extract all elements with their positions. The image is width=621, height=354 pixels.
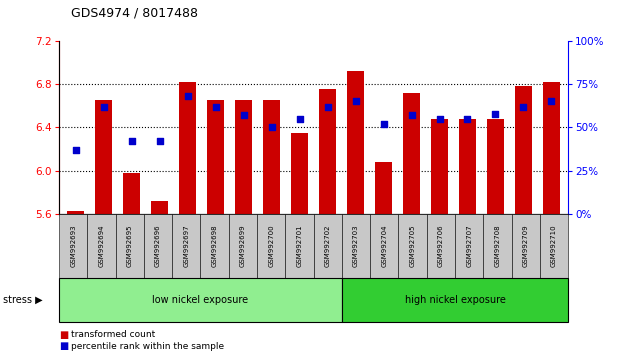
Text: GSM992700: GSM992700: [268, 225, 274, 267]
Text: percentile rank within the sample: percentile rank within the sample: [71, 342, 225, 351]
Point: [407, 113, 417, 118]
Bar: [487, 119, 504, 214]
Bar: [152, 201, 168, 214]
Text: stress ▶: stress ▶: [3, 295, 43, 305]
Point: [519, 104, 528, 109]
Text: GSM992702: GSM992702: [325, 225, 331, 267]
Bar: [375, 162, 392, 214]
Text: ■: ■: [59, 330, 68, 339]
Bar: [68, 211, 84, 214]
Point: [323, 104, 333, 109]
Text: GSM992693: GSM992693: [70, 225, 76, 267]
Text: high nickel exposure: high nickel exposure: [405, 295, 505, 305]
Bar: [96, 100, 112, 214]
Bar: [543, 82, 560, 214]
Point: [127, 138, 137, 144]
Point: [435, 116, 445, 122]
Bar: [403, 93, 420, 214]
Point: [546, 98, 556, 104]
Bar: [347, 71, 364, 214]
Text: GSM992697: GSM992697: [183, 225, 189, 267]
Text: low nickel exposure: low nickel exposure: [152, 295, 248, 305]
Bar: [124, 173, 140, 214]
Bar: [319, 90, 336, 214]
Bar: [263, 100, 280, 214]
Point: [238, 113, 248, 118]
Text: GSM992707: GSM992707: [466, 225, 472, 267]
Text: transformed count: transformed count: [71, 330, 156, 339]
Point: [99, 104, 109, 109]
Text: GDS4974 / 8017488: GDS4974 / 8017488: [71, 6, 199, 19]
Text: GSM992695: GSM992695: [127, 225, 133, 267]
Text: GSM992704: GSM992704: [381, 225, 388, 267]
Text: GSM992698: GSM992698: [212, 225, 217, 267]
Point: [491, 111, 501, 116]
Point: [183, 93, 193, 99]
Point: [211, 104, 220, 109]
Text: GSM992708: GSM992708: [494, 225, 501, 267]
Bar: [179, 82, 196, 214]
Bar: [515, 86, 532, 214]
Text: GSM992699: GSM992699: [240, 225, 246, 267]
Point: [351, 98, 361, 104]
Text: ■: ■: [59, 341, 68, 351]
Bar: [459, 119, 476, 214]
Text: GSM992706: GSM992706: [438, 225, 444, 267]
Point: [294, 116, 304, 122]
Text: GSM992701: GSM992701: [296, 225, 302, 267]
Point: [379, 121, 389, 127]
Bar: [235, 100, 252, 214]
Text: GSM992694: GSM992694: [99, 225, 104, 267]
Point: [155, 138, 165, 144]
Bar: [431, 119, 448, 214]
Bar: [291, 133, 308, 214]
Text: GSM992710: GSM992710: [551, 225, 557, 267]
Text: GSM992709: GSM992709: [523, 225, 528, 267]
Text: GSM992696: GSM992696: [155, 225, 161, 267]
Point: [463, 116, 473, 122]
Point: [266, 125, 276, 130]
Text: GSM992703: GSM992703: [353, 225, 359, 267]
Point: [71, 147, 81, 153]
Bar: [207, 100, 224, 214]
Text: GSM992705: GSM992705: [410, 225, 415, 267]
